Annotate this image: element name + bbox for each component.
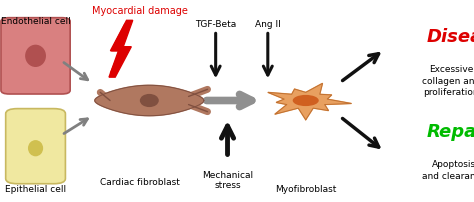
Text: Myocardial damage: Myocardial damage [92,6,188,16]
Text: Cardiac fibroblast: Cardiac fibroblast [100,177,180,186]
Text: Disease: Disease [427,27,474,45]
Text: Endothelial cell: Endothelial cell [0,17,71,26]
Ellipse shape [292,96,319,107]
Ellipse shape [140,95,159,107]
Text: Ang II: Ang II [255,20,281,29]
Polygon shape [109,21,133,78]
Text: Myofibroblast: Myofibroblast [275,184,337,193]
Text: Excessive
collagen and
proliferation: Excessive collagen and proliferation [422,65,474,97]
Ellipse shape [25,45,46,68]
Text: Repair: Repair [427,122,474,140]
Text: Epithelial cell: Epithelial cell [5,184,66,193]
Text: Mechanical
stress: Mechanical stress [202,170,253,189]
Text: Apoptosis
and clearance: Apoptosis and clearance [422,159,474,180]
FancyBboxPatch shape [1,19,70,95]
Text: TGF-Beta: TGF-Beta [195,20,237,29]
Ellipse shape [28,140,43,157]
Polygon shape [268,84,351,120]
Polygon shape [110,25,129,74]
FancyBboxPatch shape [6,109,65,184]
Polygon shape [95,86,204,116]
